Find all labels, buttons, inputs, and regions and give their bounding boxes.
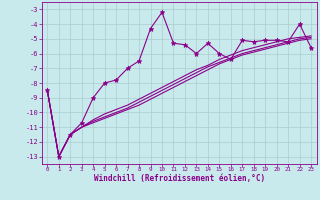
- X-axis label: Windchill (Refroidissement éolien,°C): Windchill (Refroidissement éolien,°C): [94, 174, 265, 183]
